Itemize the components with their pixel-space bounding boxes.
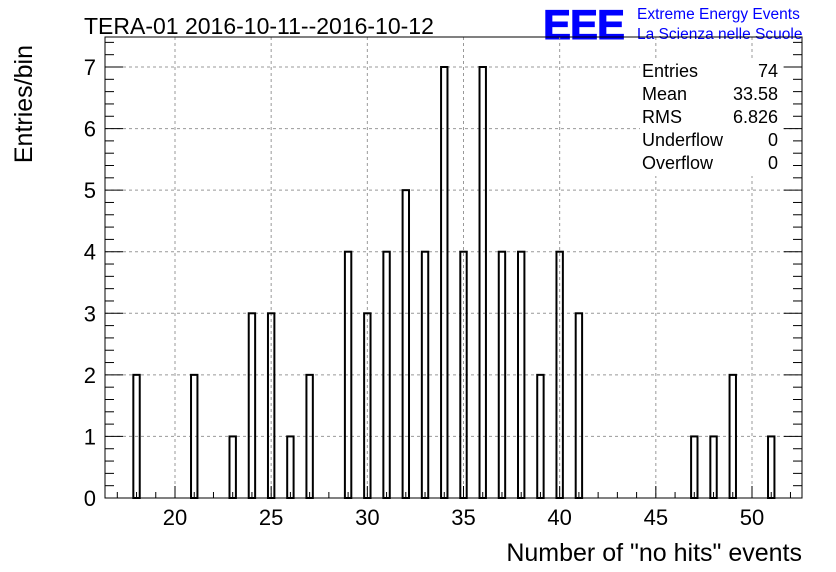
histogram-bar [382,250,391,499]
x-tick-label: 20 [163,505,187,530]
logo-mark: EEE [543,1,624,48]
y-tick-label: 3 [84,301,96,326]
y-axis-label: Entries/bin [10,45,38,163]
histogram-bar [401,189,411,499]
plot-frame [104,36,803,499]
stats-label: Overflow [642,153,714,173]
histogram-bar [709,435,718,499]
y-tick-label: 7 [84,55,96,80]
logo-line1: Extreme Energy Events [637,6,800,23]
histogram-bar [286,435,295,499]
eee-logo: EEE Extreme Energy Events La Scienza nel… [543,1,803,49]
y-tick-label: 6 [84,117,96,142]
stats-label: Entries [642,61,698,81]
histogram-bar [343,250,353,499]
x-tick-label: 50 [740,505,764,530]
histogram-bar [190,373,199,500]
stats-value: 33.58 [733,84,778,104]
stats-box-bg [640,58,780,176]
histogram-bar [767,435,776,499]
axes-layer [104,36,803,499]
stats-box: Entries 74 Mean 33.58 RMS 6.826 Underflow 0 Over… [640,58,780,176]
histogram-bar [478,66,487,499]
y-tick-label: 2 [84,363,96,388]
x-tick-label: 25 [259,505,283,530]
stats-label: Mean [642,84,687,104]
stats-value: 6.826 [733,107,778,127]
x-axis-label: Number of "no hits" events [506,539,802,567]
grid-layer [105,37,802,498]
histogram-bar [247,312,257,499]
histogram-bar [440,66,449,499]
histogram-bar [574,312,584,499]
chart-title: TERA-01 2016-10-11--2016-10-12 [84,13,434,39]
x-tick-label: 45 [644,505,668,530]
y-tick-label: 4 [84,240,96,265]
y-tick-label: 1 [84,424,96,449]
stats-value: 0 [768,153,778,173]
x-tick-label: 40 [547,505,571,530]
histogram-bar [536,373,545,500]
stats-label: RMS [642,107,682,127]
histogram-bar [728,373,737,500]
y-tick-label: 5 [84,178,96,203]
histogram-bar [228,435,237,499]
bars-layer [132,66,776,500]
stats-value: 0 [768,130,778,150]
y-tick-label: 0 [84,486,96,511]
x-tick-label: 35 [451,505,475,530]
logo-line2: La Scienza nelle Scuole [637,26,802,43]
stats-label: Underflow [642,130,724,150]
stats-value: 74 [758,61,778,81]
histogram-bar [690,435,699,499]
x-tick-label: 30 [355,505,379,530]
